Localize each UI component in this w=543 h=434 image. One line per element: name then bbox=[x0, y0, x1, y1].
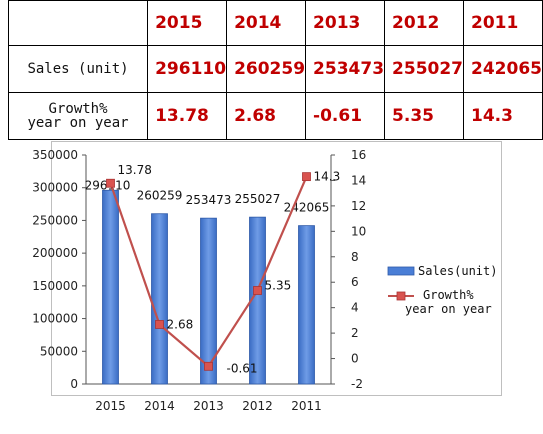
growth-value-cell: 2.68 bbox=[226, 92, 307, 140]
right-axis-tick-label: 6 bbox=[351, 275, 359, 289]
year-header-cell: 2013 bbox=[305, 0, 386, 46]
left-axis-tick-label: 50000 bbox=[40, 344, 78, 358]
sales-data-label: 260259 bbox=[137, 189, 183, 203]
sales-value-cell: 255027 bbox=[384, 45, 465, 93]
growth-row: Growth% year on year 13.78 2.68 -0.61 5.… bbox=[7, 92, 543, 140]
sales-value: 296110 bbox=[155, 59, 227, 79]
right-axis-tick-label: 2 bbox=[351, 326, 359, 340]
growth-value-cell: 5.35 bbox=[384, 92, 465, 140]
x-axis-tick-label: 2015 bbox=[95, 399, 126, 413]
sales-bar bbox=[249, 216, 266, 385]
left-axis-tick-label: 250000 bbox=[32, 213, 78, 227]
x-axis-tick-label: 2012 bbox=[242, 399, 273, 413]
growth-value-cell: 13.78 bbox=[147, 92, 228, 140]
growth-row-label: Growth% year on year bbox=[7, 92, 149, 140]
sales-value: 253473 bbox=[313, 59, 385, 79]
chart-frame bbox=[51, 141, 502, 396]
year-header-cell: 2011 bbox=[463, 0, 543, 46]
sales-data-label: 253473 bbox=[186, 193, 232, 207]
sales-value-cell: 253473 bbox=[305, 45, 386, 93]
sales-bar bbox=[298, 225, 315, 385]
sales-bar bbox=[200, 217, 217, 385]
growth-marker bbox=[106, 178, 115, 188]
growth-data-label: -0.61 bbox=[227, 361, 258, 375]
growth-value-cell: 14.3 bbox=[463, 92, 543, 140]
growth-value-cell: -0.61 bbox=[305, 92, 386, 140]
right-axis-tick-label: 8 bbox=[351, 250, 359, 264]
left-axis-tick-label: 350000 bbox=[32, 148, 78, 162]
legend-bar-swatch bbox=[387, 266, 415, 276]
x-axis-tick-label: 2011 bbox=[291, 399, 322, 413]
sales-data-label: 255027 bbox=[235, 192, 281, 206]
right-axis-tick-label: 16 bbox=[351, 148, 366, 162]
year-header-text: 2015 bbox=[155, 13, 203, 33]
right-axis-tick-label: 10 bbox=[351, 224, 366, 238]
sales-row: Sales (unit) 296110 260259 253473 255027… bbox=[7, 45, 543, 93]
growth-marker bbox=[302, 172, 311, 182]
growth-data-label: 14.3 bbox=[314, 170, 341, 184]
year-header-text: 2012 bbox=[392, 13, 440, 33]
growth-data-label: 2.68 bbox=[167, 317, 194, 331]
growth-value: 5.35 bbox=[392, 106, 434, 126]
growth-value: -0.61 bbox=[313, 106, 363, 126]
left-axis-tick-label: 150000 bbox=[32, 279, 78, 293]
right-axis-tick-label: 4 bbox=[351, 301, 359, 315]
right-axis-tick-label: 12 bbox=[351, 199, 366, 213]
right-axis-tick-label: 14 bbox=[351, 173, 366, 187]
year-header-text: 2014 bbox=[234, 13, 282, 33]
sales-value-cell: 242065 bbox=[463, 45, 543, 93]
growth-data-label: 5.35 bbox=[265, 278, 292, 292]
growth-marker bbox=[204, 361, 213, 371]
sales-row-label: Sales (unit) bbox=[7, 45, 149, 93]
sales-value: 260259 bbox=[234, 59, 306, 79]
growth-value: 13.78 bbox=[155, 106, 209, 126]
growth-marker bbox=[253, 286, 262, 295]
growth-data-label: 13.78 bbox=[118, 163, 152, 177]
sales-value-cell: 296110 bbox=[147, 45, 228, 93]
left-axis-tick-label: 100000 bbox=[32, 312, 78, 326]
growth-value: 2.68 bbox=[234, 106, 277, 126]
legend-label-growth-line1: Growth% bbox=[423, 288, 474, 302]
left-axis-tick-label: 200000 bbox=[32, 246, 78, 260]
data-table: 2015 2014 2013 2012 2011 Sales (unit) 29… bbox=[7, 0, 543, 140]
growth-marker bbox=[155, 320, 164, 329]
x-axis-tick-label: 2014 bbox=[144, 399, 175, 413]
right-axis-tick-label: 0 bbox=[351, 352, 359, 366]
year-header-text: 2011 bbox=[471, 13, 519, 33]
growth-value: 14.3 bbox=[471, 106, 513, 126]
sales-bar bbox=[151, 213, 168, 385]
legend-label-growth-line2: year on year bbox=[405, 302, 492, 316]
sales-row-label-text: Sales (unit) bbox=[27, 61, 129, 77]
year-header-text: 2013 bbox=[313, 13, 361, 33]
left-axis-tick-label: 0 bbox=[70, 377, 78, 391]
growth-row-label-line2: year on year bbox=[27, 115, 129, 131]
legend-marker-swatch bbox=[396, 291, 406, 301]
legend-label-sales: Sales(unit) bbox=[418, 264, 497, 278]
sales-bar bbox=[102, 189, 119, 385]
right-axis-tick-label: -2 bbox=[351, 377, 363, 391]
sales-value: 255027 bbox=[392, 59, 464, 79]
left-axis-tick-label: 300000 bbox=[32, 181, 78, 195]
growth-row-label-line1: Growth% bbox=[48, 101, 108, 117]
sales-value: 242065 bbox=[471, 59, 542, 79]
x-axis-tick-label: 2013 bbox=[193, 399, 224, 413]
